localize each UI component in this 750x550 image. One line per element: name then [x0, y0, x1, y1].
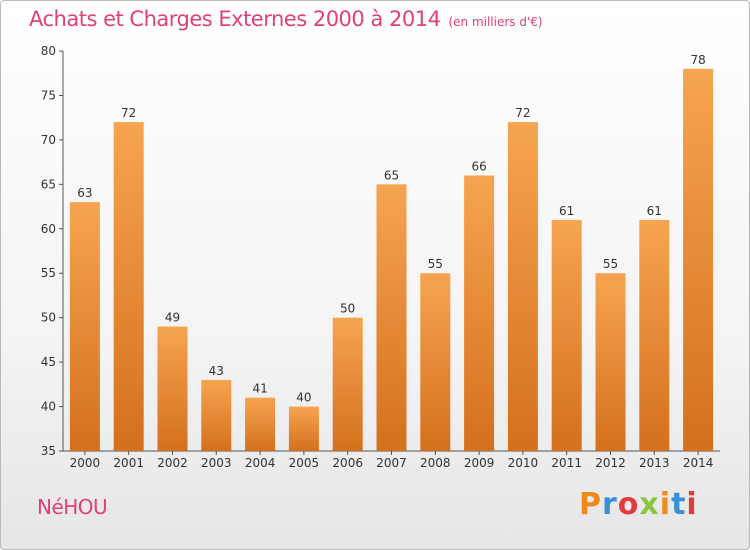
- logo-letter: x: [639, 487, 660, 522]
- data-label: 61: [647, 204, 662, 218]
- data-label: 78: [690, 53, 705, 67]
- bar-2008: [420, 273, 451, 451]
- data-label: 41: [252, 382, 267, 396]
- bar-2005: [288, 406, 319, 451]
- data-label: 72: [121, 106, 136, 120]
- bar-2010: [507, 122, 538, 451]
- data-label: 49: [165, 311, 180, 325]
- logo-letter: o: [617, 487, 640, 522]
- x-tick-label: 2012: [595, 456, 626, 470]
- data-label: 40: [296, 391, 311, 405]
- y-tick-label: 60: [41, 222, 56, 236]
- y-tick-label: 35: [41, 444, 56, 458]
- bar-2000: [69, 202, 100, 451]
- y-tick-label: 70: [41, 133, 56, 147]
- commune-name: NéHOU: [37, 495, 108, 519]
- x-tick-label: 2002: [157, 456, 188, 470]
- bar-2006: [332, 317, 363, 451]
- x-tick-label: 2004: [245, 456, 276, 470]
- data-label: 61: [559, 204, 574, 218]
- bar-2011: [551, 219, 582, 451]
- data-label: 55: [603, 257, 618, 271]
- x-tick-label: 2000: [70, 456, 101, 470]
- y-tick-label: 75: [41, 88, 56, 102]
- x-tick-label: 2006: [332, 456, 363, 470]
- data-label: 66: [471, 159, 486, 173]
- y-tick-label: 65: [41, 177, 56, 191]
- logo-letter: i: [686, 487, 698, 522]
- chart-title: Achats et Charges Externes 2000 à 2014 (e…: [29, 7, 543, 31]
- x-tick-label: 2008: [420, 456, 451, 470]
- y-tick-label: 80: [41, 44, 56, 58]
- data-label: 63: [77, 186, 92, 200]
- proxiti-logo: Proxiti: [579, 487, 698, 522]
- x-tick-label: 2009: [464, 456, 495, 470]
- logo-letter: P: [579, 487, 602, 522]
- x-tick-label: 2005: [289, 456, 320, 470]
- data-label: 55: [428, 257, 443, 271]
- logo-letter: r: [602, 487, 618, 522]
- bar-2014: [683, 68, 714, 452]
- y-tick-label: 40: [41, 400, 56, 414]
- bar-2013: [639, 219, 670, 451]
- x-tick-label: 2003: [201, 456, 232, 470]
- y-tick-label: 55: [41, 266, 56, 280]
- logo-letter: i: [659, 487, 672, 522]
- bar-2007: [376, 184, 407, 452]
- x-tick-label: 2014: [683, 456, 714, 470]
- x-tick-label: 2013: [639, 456, 670, 470]
- x-tick-label: 2007: [376, 456, 407, 470]
- x-tick-label: 2001: [113, 456, 144, 470]
- chart-unit: (en milliers d'€): [448, 15, 543, 29]
- chart-title-text: Achats et Charges Externes 2000 à 2014: [29, 7, 441, 31]
- x-tick-label: 2011: [551, 456, 582, 470]
- bar-2003: [201, 379, 232, 451]
- x-tick-label: 2010: [508, 456, 539, 470]
- data-label: 43: [209, 364, 224, 378]
- bar-2002: [157, 326, 188, 451]
- bar-2012: [595, 273, 626, 451]
- data-label: 65: [384, 168, 399, 182]
- logo-letter: t: [671, 487, 687, 522]
- bar-2009: [464, 175, 495, 451]
- bar-2004: [245, 397, 276, 451]
- bar-2001: [113, 122, 144, 451]
- data-label: 50: [340, 302, 355, 316]
- y-tick-label: 45: [41, 355, 56, 369]
- data-label: 72: [515, 106, 530, 120]
- y-tick-label: 50: [41, 311, 56, 325]
